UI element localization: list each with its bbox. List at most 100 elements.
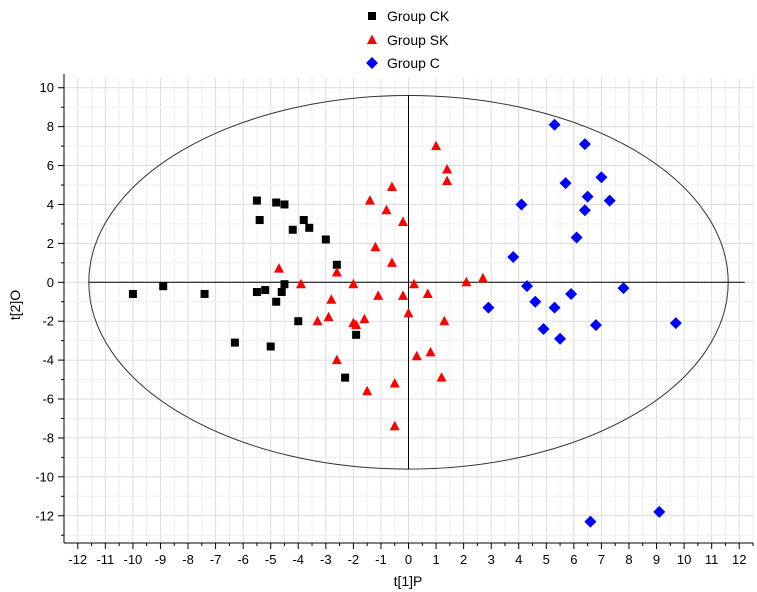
data-point: [397, 290, 408, 300]
x-tick-label: 2: [460, 552, 467, 567]
data-point: [332, 260, 341, 269]
y-tick-label: 4: [47, 197, 54, 212]
data-point: [321, 235, 330, 244]
data-point: [578, 204, 591, 217]
data-points: [128, 118, 682, 528]
x-tick-label: 1: [432, 552, 439, 567]
data-point: [442, 163, 453, 174]
data-point: [436, 372, 447, 382]
data-point: [548, 301, 561, 314]
data-point: [482, 301, 495, 314]
legend-marker-square: [368, 12, 376, 20]
data-point: [200, 289, 209, 298]
y-tick-label: -6: [42, 392, 54, 407]
data-point: [461, 276, 472, 287]
x-tick-label: 5: [543, 552, 550, 567]
x-tick-label: -1: [375, 552, 387, 567]
x-tick-label: 3: [488, 552, 495, 567]
legend-label: Group CK: [387, 8, 450, 24]
legend: Group CK Group SK Group C: [366, 8, 450, 71]
data-point: [581, 190, 594, 203]
data-point: [529, 295, 542, 308]
data-point: [389, 377, 400, 388]
data-point: [280, 280, 289, 289]
data-point: [252, 288, 261, 297]
data-point: [373, 290, 384, 300]
x-tick-label: -3: [320, 552, 332, 567]
y-tick-label: -10: [35, 469, 54, 484]
data-point: [294, 317, 303, 326]
x-tick-label: 11: [705, 552, 719, 567]
x-tick-label: -11: [96, 552, 114, 567]
x-axis-ticks: -12 -11 -10 -9 -8 -7 -6 -5 -4 -3 -2 -1 0 1 2 3 4 5 6 7 8 9 10 1…: [68, 543, 754, 567]
data-point: [312, 315, 323, 326]
data-point: [386, 257, 397, 267]
data-point: [159, 282, 168, 291]
data-point: [442, 175, 453, 186]
data-point: [252, 196, 261, 205]
data-point: [351, 319, 362, 330]
series-diamond: [482, 118, 682, 528]
data-point: [409, 278, 420, 289]
data-point: [255, 216, 264, 225]
data-point: [381, 204, 392, 215]
data-point: [515, 198, 528, 211]
x-tick-label: 12: [732, 552, 746, 567]
data-point: [431, 140, 442, 151]
x-tick-label: -8: [182, 552, 194, 567]
data-point: [288, 225, 297, 234]
y-tick-label: 2: [47, 236, 54, 251]
data-point: [389, 420, 400, 431]
x-tick-label: 0: [405, 552, 412, 567]
data-point: [669, 317, 682, 330]
data-point: [403, 307, 414, 318]
data-point: [331, 354, 342, 365]
x-tick-label: 10: [677, 552, 691, 567]
x-axis-title: t[1]P: [394, 573, 423, 589]
data-point: [348, 278, 359, 289]
y-tick-label: -2: [42, 314, 54, 329]
x-tick-label: 7: [598, 552, 605, 567]
data-point: [570, 231, 583, 244]
data-point: [230, 338, 239, 347]
data-point: [439, 315, 450, 326]
x-tick-label: -9: [155, 552, 167, 567]
y-tick-label: 10: [40, 80, 54, 95]
data-point: [584, 515, 597, 528]
data-point: [296, 278, 307, 289]
data-point: [352, 330, 361, 339]
data-point: [323, 311, 334, 322]
data-point: [537, 322, 550, 335]
y-tick-label: -12: [35, 508, 54, 523]
x-tick-label: 4: [515, 552, 522, 567]
zero-axes: [88, 95, 745, 470]
x-tick-label: -7: [210, 552, 222, 567]
data-point: [261, 286, 270, 295]
data-point: [386, 181, 397, 191]
y-tick-label: -8: [42, 430, 54, 445]
legend-marker-triangle: [367, 34, 377, 44]
data-point: [521, 280, 534, 293]
data-point: [554, 332, 567, 345]
data-point: [548, 118, 561, 131]
y-tick-label: 0: [47, 275, 54, 290]
y-axis-ticks: -12 -10 -8 -6 -4 -2 0 2 4 6 8 10: [35, 80, 64, 536]
data-point: [266, 342, 275, 351]
x-tick-label: 9: [653, 552, 660, 567]
x-tick-label: 8: [625, 552, 632, 567]
grid: [64, 78, 754, 543]
data-point: [477, 272, 488, 283]
data-point: [299, 216, 308, 225]
data-point: [364, 195, 375, 205]
x-tick-label: -12: [68, 552, 87, 567]
y-axis-title: t[2]O: [7, 290, 23, 320]
data-point: [411, 350, 422, 361]
data-point: [595, 171, 608, 184]
data-point: [425, 346, 436, 357]
data-point: [653, 505, 666, 518]
legend-label: Group SK: [387, 32, 449, 48]
data-point: [559, 177, 572, 190]
data-point: [341, 373, 350, 382]
legend-label: Group C: [387, 55, 440, 71]
